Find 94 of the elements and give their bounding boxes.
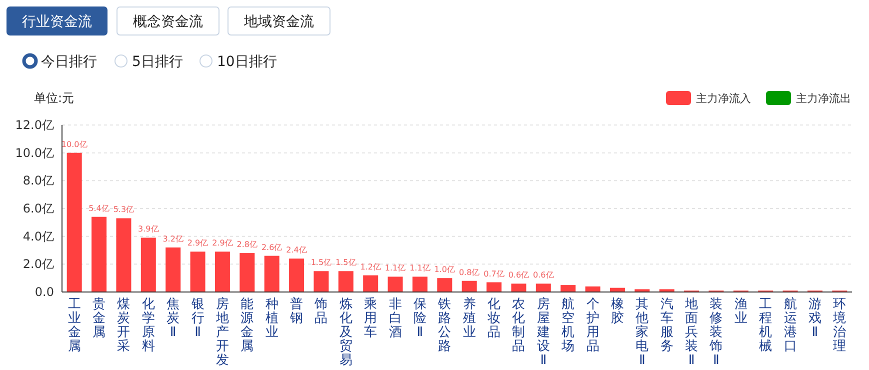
tab: 概念资金流	[116, 6, 220, 36]
bar	[659, 289, 674, 292]
y-tick-label: 8.0亿	[22, 174, 54, 188]
data-label: 0.7亿	[484, 269, 504, 278]
bar	[314, 271, 329, 292]
x-tick-label: 能源金属	[240, 297, 254, 354]
x-tick-label: 房屋建设Ⅱ	[536, 296, 550, 368]
bar	[536, 284, 551, 292]
data-label: 1.5亿	[310, 258, 332, 268]
x-tick-label: 保险Ⅱ	[413, 297, 426, 340]
data-label: 5.4亿	[88, 204, 110, 213]
data-label: 2.6亿	[261, 242, 282, 252]
x-tick-label: 炼化及贸易	[339, 297, 352, 368]
bar	[363, 275, 378, 292]
bar	[412, 276, 428, 292]
bar	[92, 216, 107, 292]
legend-label: 主力净流出	[796, 92, 851, 105]
bar	[166, 247, 181, 292]
x-tick-label: 个护用品	[585, 297, 600, 354]
data-label: 2.9亿	[212, 238, 233, 248]
x-tick-label: 农化制品	[512, 297, 526, 354]
data-label: 1.0亿	[434, 265, 456, 274]
bar	[264, 256, 280, 292]
x-tick-label: 银行Ⅱ	[190, 297, 204, 340]
x-tick-label: 煤炭开采	[117, 297, 130, 354]
x-tick-label: 航空机场	[560, 297, 575, 354]
y-tick-label: 0.0	[34, 285, 54, 299]
x-tick-label: 房地产开发	[214, 296, 229, 368]
data-label: 2.9亿	[187, 238, 208, 248]
data-label: 10.0亿	[61, 140, 88, 149]
x-tick-label: 地面兵装Ⅱ	[684, 297, 698, 368]
data-label: 0.6亿	[508, 270, 530, 280]
x-tick-label: 航运港口	[784, 297, 797, 354]
y-axis-title: 单位:元	[34, 91, 74, 105]
data-label: 0.8亿	[458, 268, 480, 277]
y-tick-label: 10.0亿	[15, 146, 54, 160]
x-tick-label: 环境治理	[832, 297, 846, 354]
data-label: 3.9亿	[138, 224, 159, 234]
x-tick-label: 其他家电Ⅱ	[636, 297, 649, 368]
bar	[190, 252, 206, 292]
bar	[388, 276, 403, 292]
x-tick-label: 普钢	[289, 296, 304, 326]
x-tick-label: 游戏Ⅱ	[808, 297, 822, 340]
legend-item: 主力净流入	[666, 91, 751, 105]
bar	[437, 278, 452, 292]
x-tick-label: 养殖业	[462, 296, 476, 340]
x-tick-label: 工业金属	[68, 297, 81, 354]
bar	[486, 282, 502, 292]
bar	[289, 258, 304, 292]
bar	[240, 253, 255, 292]
x-tick-label: 工程机械	[759, 297, 772, 354]
x-tick-label: 汽车服务	[660, 297, 674, 354]
tab: 行业资金流	[6, 6, 108, 36]
y-tick-label: 4.0亿	[22, 229, 54, 244]
data-label: 1.2亿	[360, 262, 381, 272]
x-tick-label: 非白酒	[388, 297, 402, 340]
tab: 地域资金流	[228, 6, 330, 36]
bar	[585, 286, 600, 292]
data-label: 1.1亿	[410, 264, 430, 273]
x-tick-label: 贵金属	[92, 297, 106, 340]
radio: 10日排行	[200, 54, 277, 70]
x-tick-label: 铁路公路	[437, 297, 452, 354]
bar	[116, 218, 132, 292]
x-tick-label: 橡胶	[610, 297, 624, 326]
x-tick-label: 乘用车	[364, 297, 378, 340]
radio: 5日排行	[114, 54, 183, 70]
x-tick-label: 装修装饰Ⅱ	[708, 297, 723, 368]
y-tick-label: 12.0亿	[15, 118, 54, 132]
data-label: 1.5亿	[336, 258, 356, 268]
bar	[634, 289, 650, 292]
bar	[214, 252, 230, 292]
bar	[66, 152, 82, 292]
data-label: 0.6亿	[533, 270, 554, 280]
bar	[338, 271, 354, 292]
data-label: 2.4亿	[286, 246, 307, 255]
data-label: 1.1亿	[384, 264, 406, 273]
bar	[462, 280, 477, 292]
x-tick-label: 饰品	[314, 297, 328, 326]
radio: 今日排行	[22, 53, 97, 70]
bar	[511, 284, 526, 292]
data-label: 5.3亿	[113, 205, 134, 214]
data-label: 2.8亿	[236, 240, 258, 250]
x-tick-label: 种植业	[265, 297, 278, 340]
legend-item: 主力净流出	[766, 91, 851, 105]
x-tick-label: 渔业	[734, 297, 748, 326]
data-label: 3.2亿	[162, 234, 184, 244]
y-tick-label: 2.0亿	[22, 257, 54, 272]
y-tick-label: 6.0亿	[22, 202, 54, 216]
x-tick-label: 化学原料	[142, 297, 155, 354]
x-tick-label: 化妆品	[488, 297, 501, 340]
bar	[140, 238, 156, 292]
legend-label: 主力净流入	[696, 92, 751, 105]
x-tick-label: 焦炭Ⅱ	[166, 297, 180, 340]
bar	[560, 285, 576, 292]
